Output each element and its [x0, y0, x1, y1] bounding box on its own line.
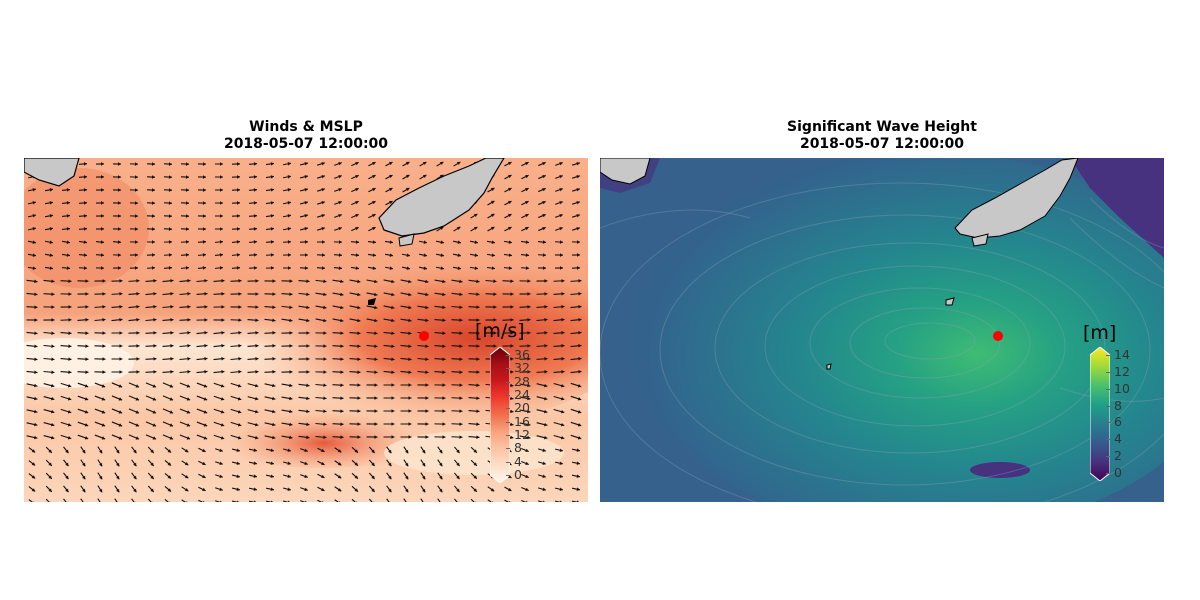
colorbar-tick-mark: [506, 421, 510, 423]
colorbar-tick-label: 16: [514, 413, 530, 429]
colorbar-tick-label: 8: [514, 440, 522, 456]
waves-colorbar: [1089, 346, 1111, 482]
colorbar-gradient: [1089, 346, 1111, 482]
colorbar-tick-mark: [506, 355, 510, 356]
land-auckland-islands: [368, 298, 376, 305]
colorbar-tick-mark: [1106, 355, 1110, 356]
waves-panel-title: Significant Wave Height: [787, 119, 977, 135]
wind-field-calm: [24, 338, 134, 388]
colorbar-tick-mark: [506, 381, 510, 383]
colorbar-tick-mark: [506, 461, 510, 463]
winds-panel-title: Winds & MSLP: [249, 119, 363, 135]
location-marker[interactable]: [419, 331, 429, 341]
colorbar-tick-mark: [506, 475, 510, 476]
winds-title-block: Winds & MSLP 2018-05-07 12:00:00: [24, 119, 588, 153]
colorbar-tick-label: 4: [514, 453, 522, 469]
colorbar-tick-mark: [506, 435, 510, 436]
winds-panel-timestamp: 2018-05-07 12:00:00: [223, 136, 389, 152]
colorbar-tick-label: 0: [514, 467, 522, 482]
colorbar-tick-label: 6: [1114, 414, 1122, 430]
colorbar-tick-mark: [1106, 456, 1110, 458]
wave-contours: [600, 182, 1164, 502]
waves-title-block: Significant Wave Height 2018-05-07 12:00…: [600, 119, 1164, 153]
winds-map-canvas: [24, 158, 588, 502]
colorbar-tick-mark: [1106, 473, 1110, 474]
waves-map-canvas: [600, 158, 1164, 502]
wind-vector-field: [26, 161, 582, 502]
waves-map[interactable]: [600, 158, 1164, 502]
colorbar-tick-mark: [506, 368, 510, 370]
wind-field-calm-south: [384, 431, 564, 475]
colorbar-tick-label: 12: [514, 427, 530, 442]
waves-colorbar-unit: [m]: [1083, 322, 1117, 344]
colorbar-tick-label: 4: [1114, 431, 1122, 447]
winds-colorbar-unit: [m/s]: [475, 320, 525, 342]
colorbar-tick-label: 20: [514, 400, 530, 416]
colorbar-tick-label: 28: [514, 373, 530, 389]
colorbar-tick-mark: [506, 395, 510, 396]
wave-field-core: [630, 158, 1164, 502]
land-macquarie-island: [826, 363, 832, 370]
land-auckland-islands: [945, 297, 955, 306]
wind-field-patch: [24, 168, 149, 288]
colorbar-tick-label: 14: [1114, 347, 1130, 362]
colorbar-tick-mark: [1106, 388, 1110, 390]
wave-field-low-south: [970, 462, 1030, 478]
colorbar-tick-label: 8: [1114, 397, 1122, 413]
colorbar-tick-mark: [1106, 439, 1110, 441]
land-tasmania: [24, 158, 80, 187]
colorbar-tick-label: 24: [514, 387, 530, 402]
colorbar-tick-label: 0: [1114, 465, 1122, 480]
colorbar-tick-label: 2: [1114, 448, 1122, 464]
land-stewart-island: [971, 233, 989, 247]
location-marker[interactable]: [993, 331, 1003, 341]
land-tasmania: [600, 158, 651, 185]
colorbar-tick-mark: [506, 408, 510, 410]
wave-field-low-ne: [1070, 158, 1164, 258]
colorbar-tick-label: 32: [514, 360, 530, 376]
winds-map[interactable]: [24, 158, 588, 502]
colorbar-tick-mark: [1106, 371, 1110, 373]
colorbar-tick-mark: [1106, 405, 1110, 407]
colorbar-tick-label: 10: [1114, 380, 1130, 396]
colorbar-tick-label: 12: [1114, 363, 1130, 379]
colorbar-tick-mark: [1106, 422, 1110, 424]
land-stewart-island: [398, 233, 415, 247]
waves-panel-timestamp: 2018-05-07 12:00:00: [799, 136, 965, 152]
colorbar-tick-label: 36: [514, 347, 530, 362]
colorbar-tick-mark: [506, 448, 510, 450]
